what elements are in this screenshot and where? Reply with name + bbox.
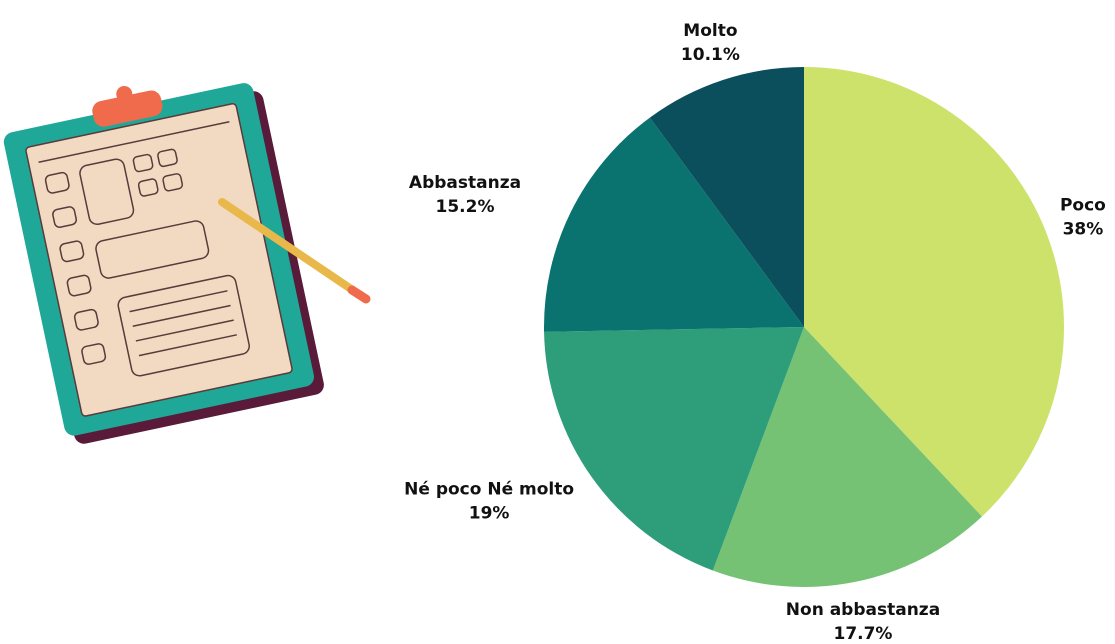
pie-slice — [544, 117, 804, 332]
pie-slice — [712, 327, 982, 587]
slice-label: Poco — [1060, 196, 1106, 216]
slice-label: Non abbastanza — [786, 600, 940, 620]
pie-slice — [804, 67, 1064, 517]
slice-label: Molto — [683, 21, 737, 41]
pie-slice — [544, 327, 804, 571]
value-label: 15.2% — [436, 197, 495, 217]
value-label: 38% — [1063, 220, 1104, 240]
value-label: 19% — [469, 503, 510, 523]
clipboard-illustration — [3, 83, 371, 444]
slice-label: Né poco Né molto — [404, 479, 574, 499]
slice-label: Abbastanza — [409, 173, 521, 193]
value-label: 10.1% — [681, 45, 740, 65]
pie-slice — [649, 67, 804, 327]
value-label: 17.7% — [833, 624, 892, 644]
